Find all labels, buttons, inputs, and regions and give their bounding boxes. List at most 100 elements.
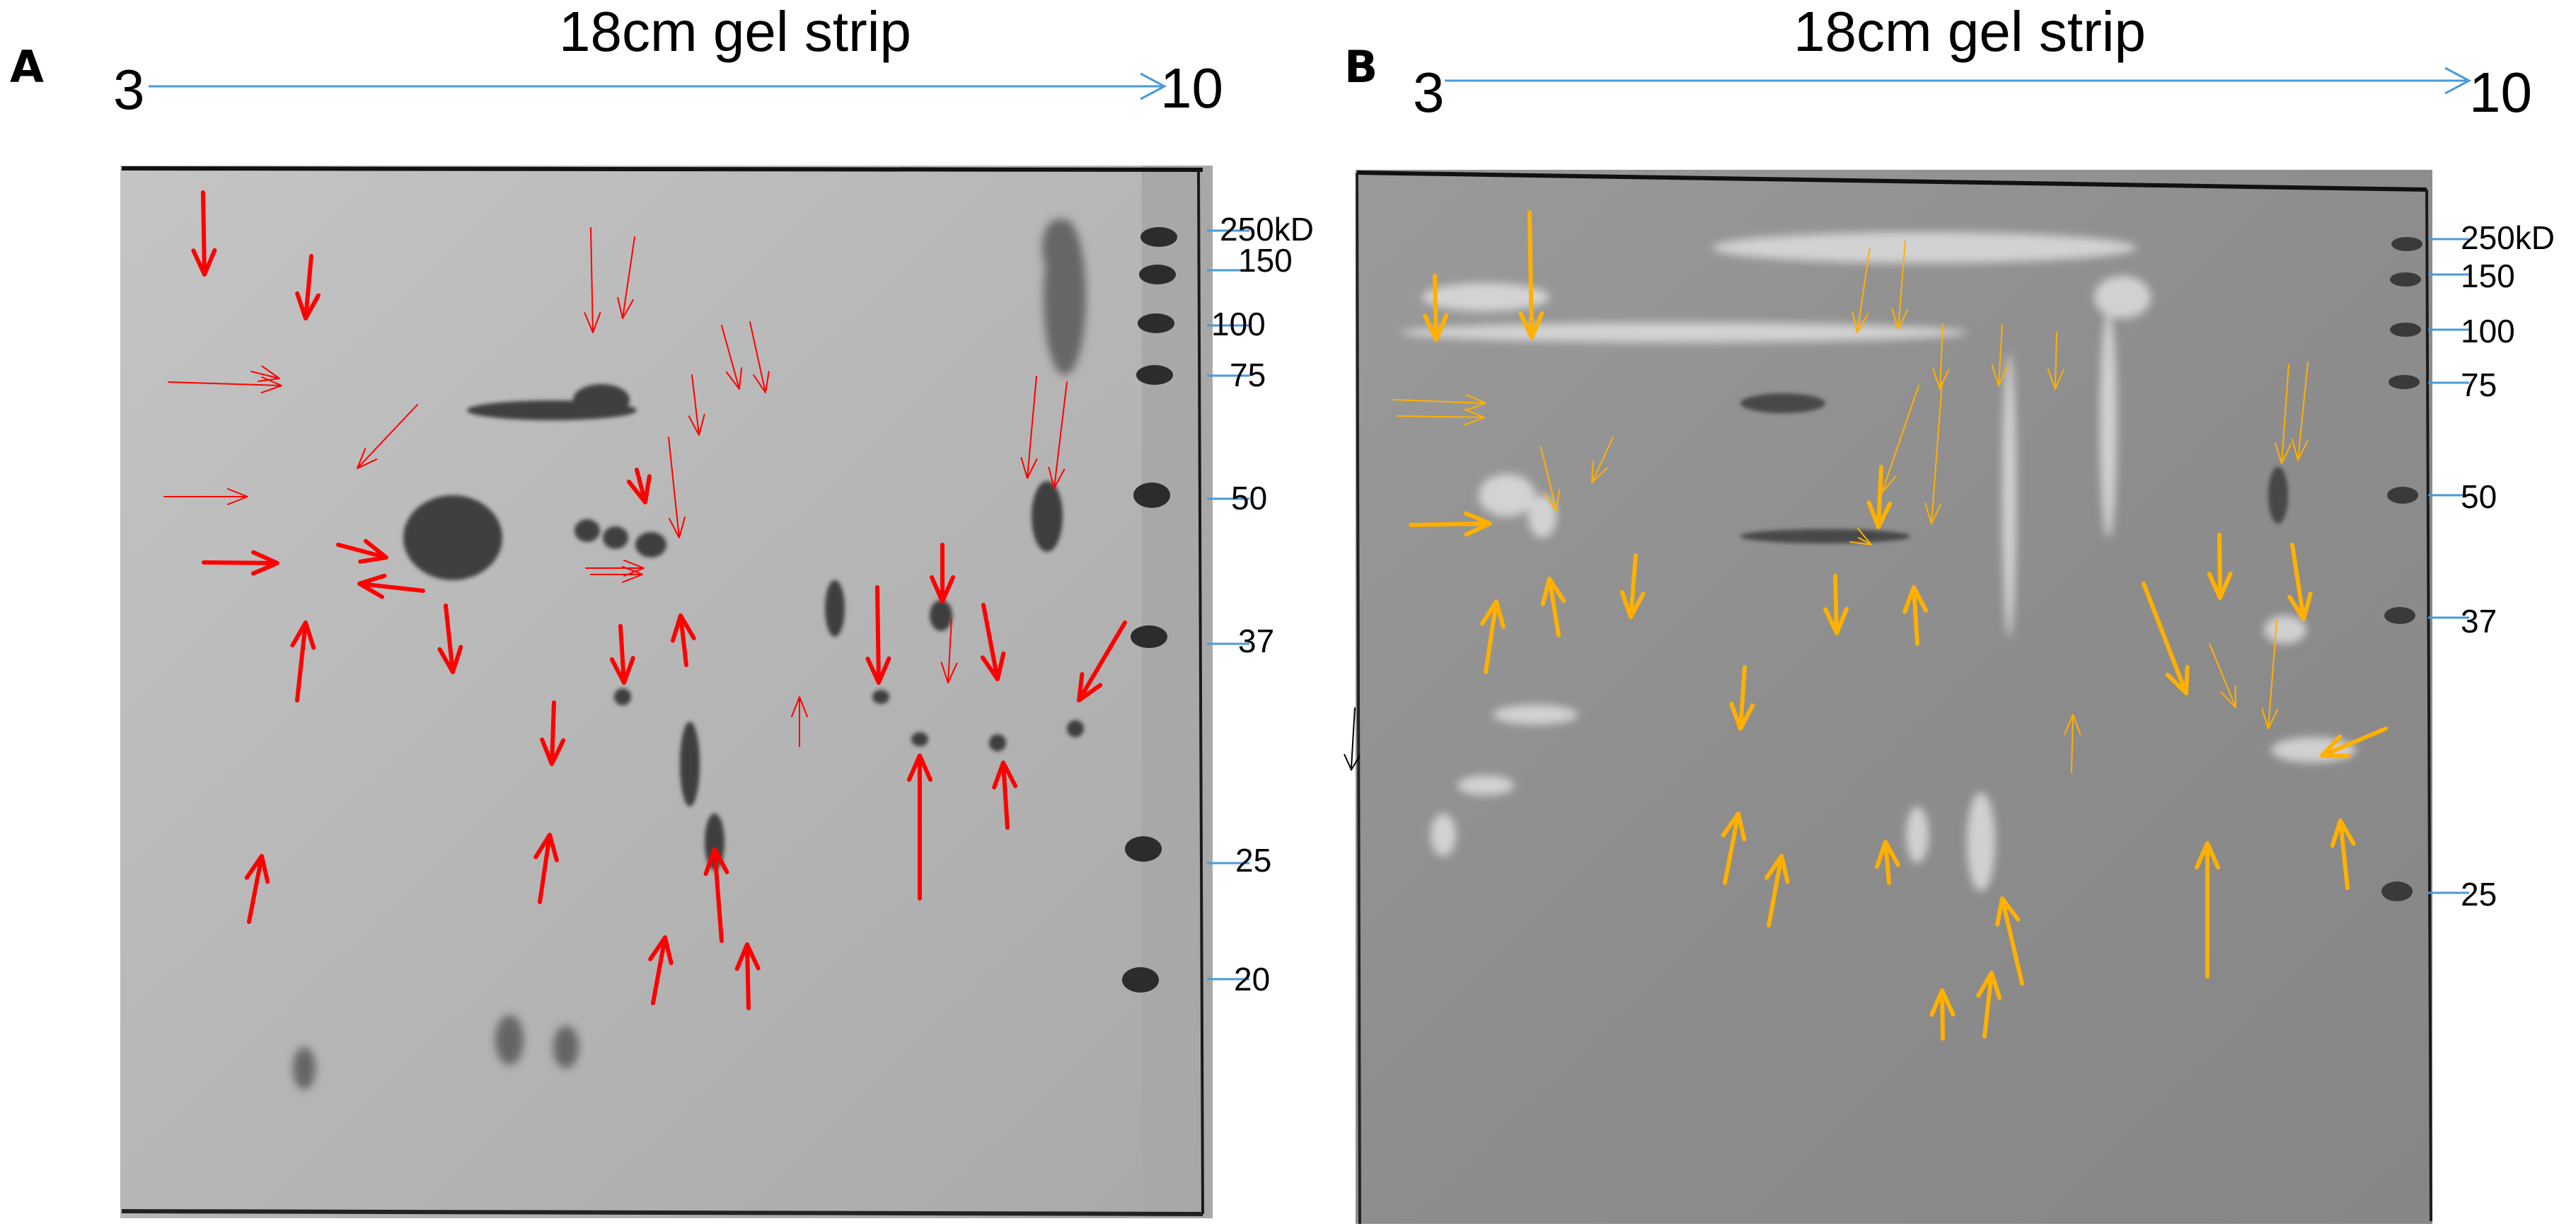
mw-marker-b-50: 50 [2428,478,2497,515]
ph-end-b: 10 [2469,61,2532,124]
spot-arrow [1924,381,1943,524]
spot-arrow [617,236,635,319]
spot-arrow [1866,465,1893,529]
mw-label: 75 [2461,366,2497,403]
spot-arrow [1409,511,1492,537]
spot-arrow [191,190,217,277]
spot-arrow [1823,574,1849,635]
spot-arrow [1423,274,1449,342]
spot-arrow [168,376,282,394]
mw-marker-b-100: 100 [2428,313,2515,349]
mw-label: 75 [1230,357,1266,393]
spot-arrow [668,437,686,538]
spot-arrow [1764,854,1790,927]
spot-arrow [1991,325,2009,386]
spot-arrow [2195,841,2220,978]
spot-arrow [202,550,279,576]
spot-arrow [2291,362,2309,461]
spot-arrow [2261,620,2279,729]
ph-gradient-arrow-b [1445,67,2472,95]
spot-arrow [1891,240,1909,330]
spot-arrow [2209,643,2236,708]
spot-arrow [1591,437,1614,483]
spot-arrow [2330,819,2356,890]
spot-arrow [1020,376,1038,479]
spot-arrow [290,620,316,703]
spot-arrow [749,321,770,393]
spot-arrow [1540,577,1566,637]
gel-image-b [1344,170,2432,1225]
spot-arrow [791,696,808,747]
mw-label: 50 [1231,480,1267,516]
spot-arrow [734,942,761,1010]
spot-arrow [2320,727,2388,758]
spot-arrow [1721,811,1747,885]
mw-ladder-b [2381,237,2422,901]
spot-arrow [584,227,601,333]
mw-marker-a-75: 75 [1207,357,1266,393]
spot-arrow [163,488,248,505]
spot-arrow [626,468,652,504]
mw-marker-a-20: 20 [1207,961,1270,998]
mw-marker-a-25: 25 [1207,842,1271,879]
spot-arrow [721,325,743,390]
spot-arrow [1729,665,1755,731]
ph-gradient-arrow-a [149,72,1167,100]
spot-arrow [540,700,566,766]
spot-arrow [533,833,559,904]
ph-end-a: 10 [1160,57,1223,120]
spot-arrow [357,404,418,469]
spot-arrow [590,566,643,583]
mw-marker-a-37: 37 [1207,623,1274,659]
mw-label: 37 [2461,603,2497,640]
mw-markers-a: 250kD 150 100 75 50 37 [1207,211,1314,998]
mw-label: 150 [1238,242,1293,279]
mw-label: 25 [2461,876,2497,913]
spot-arrow [1048,381,1068,489]
mw-label: 100 [2461,313,2515,349]
spot-arrow [865,585,891,685]
mw-marker-a-150: 150 [1207,242,1293,279]
mw-label: 150 [2461,258,2515,294]
spot-arrow [2047,332,2064,390]
panel-a: A 18cm gel strip 3 10 [10,0,1314,1218]
spot-arrow [609,624,635,685]
strip-title-b: 18cm gel strip [1794,0,2146,63]
spot-arrow [1619,553,1646,619]
spot-arrow [907,753,932,901]
spot-arrow [1393,393,1486,411]
spot-arrow [930,543,955,603]
spot-arrow [1077,620,1127,703]
spot-arrow [336,538,388,564]
ph-start-b: 3 [1413,61,1445,124]
spot-arrow [703,847,729,943]
spot-arrow [2207,533,2233,600]
spot-arrow [1518,210,1544,340]
mw-label: 250kD [2461,219,2555,256]
panel-letter-a: A [10,41,44,93]
spot-arrow [1929,988,1956,1041]
spot-arrow [1480,599,1506,674]
spot-arrow [2275,364,2292,464]
spot-arrow [1874,840,1900,885]
gel-image-a [120,166,1213,1218]
mw-marker-a-50: 50 [1207,480,1267,516]
spot-arrow [250,365,280,382]
spot-arrow [585,560,645,577]
spot-arrow [1849,527,1872,545]
strip-title-a: 18cm gel strip [559,0,911,63]
mw-ladder-a [1122,227,1177,993]
spot-arrow [295,254,321,320]
spot-arrow [437,603,463,674]
spot-arrow [357,573,425,599]
spot-arrow [2287,543,2313,621]
spot-arrow [244,854,270,924]
spot-arrow [2064,714,2081,773]
mw-label: 25 [1235,842,1271,879]
mw-marker-b-25: 25 [2428,876,2497,913]
spot-arrow [1995,896,2024,986]
mw-label: 100 [1211,306,1266,342]
panel-letter-b: B [1344,41,1377,93]
spot-arrow [992,761,1018,830]
ph-start-a: 3 [113,58,145,121]
